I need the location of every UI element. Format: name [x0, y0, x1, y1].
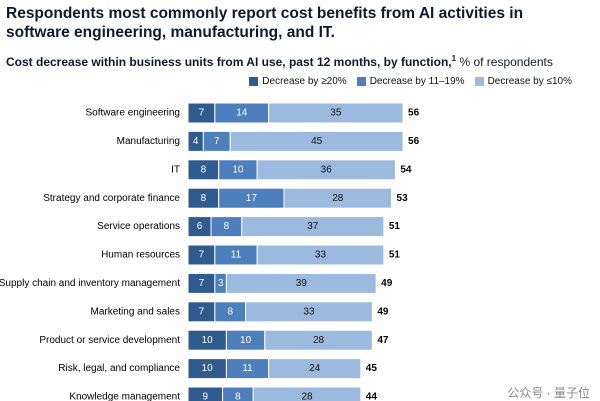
total-label: 54	[400, 164, 412, 175]
segment-label: 7	[214, 136, 220, 147]
bar-segment	[268, 102, 404, 124]
segment-label: 28	[313, 335, 325, 346]
segment-label: 8	[235, 392, 241, 401]
segment-label: 7	[199, 306, 205, 317]
legend-swatch	[249, 77, 259, 86]
subtitle-text: Cost decrease within business units from…	[6, 55, 452, 69]
segment-label: 24	[309, 363, 321, 374]
bar-segment	[268, 358, 362, 380]
segment-label: 10	[202, 363, 214, 374]
segment-label: 45	[311, 136, 323, 147]
chart-title: Respondents most commonly report cost be…	[6, 5, 524, 41]
segment-label: 7	[199, 250, 205, 261]
subtitle-unit: % of respondents	[459, 55, 553, 69]
bar-segment	[264, 329, 373, 351]
category-label: Manufacturing	[117, 136, 180, 147]
segment-label: 8	[201, 193, 207, 204]
segment-label: 8	[201, 164, 207, 175]
segment-label: 6	[197, 221, 203, 232]
legend-item: Decrease by ≤10%	[474, 76, 572, 87]
total-label: 47	[377, 335, 389, 346]
total-label: 51	[389, 221, 401, 232]
total-label: 49	[377, 306, 389, 317]
watermark: 公众号 · 量子位	[507, 385, 590, 400]
category-label: Human resources	[101, 250, 180, 261]
category-label: Product or service development	[39, 335, 180, 346]
total-label: 56	[408, 108, 420, 119]
segment-label: 39	[296, 278, 308, 289]
chart-subtitle: Cost decrease within business units from…	[6, 54, 553, 69]
footnote-marker: 1	[451, 54, 457, 63]
category-label: IT	[171, 164, 180, 175]
total-label: 53	[397, 193, 409, 204]
legend-swatch	[474, 77, 484, 86]
category-label: Risk, legal, and compliance	[58, 363, 180, 374]
segment-label: 10	[232, 164, 244, 175]
category-label: Marketing and sales	[91, 306, 181, 317]
segment-label: 33	[303, 306, 315, 317]
segment-label: 37	[307, 221, 319, 232]
segment-label: 7	[199, 108, 205, 119]
segment-label: 3	[218, 278, 224, 289]
category-label: Strategy and corporate finance	[43, 193, 180, 204]
segment-label: 4	[193, 136, 199, 147]
bar-segment	[256, 244, 385, 266]
bar-segment	[225, 272, 377, 294]
segment-label: 35	[330, 108, 342, 119]
segment-label: 10	[202, 335, 214, 346]
bar-segment	[245, 301, 373, 323]
category-label: Knowledge management	[69, 392, 180, 401]
total-label: 49	[381, 278, 393, 289]
segment-label: 7	[199, 278, 205, 289]
segment-label: 9	[202, 392, 208, 401]
segment-label: 17	[246, 193, 258, 204]
segment-label: 8	[227, 306, 233, 317]
bar-segment	[252, 386, 362, 401]
total-label: 56	[408, 136, 420, 147]
segment-label: 36	[321, 164, 333, 175]
bar-segment	[283, 187, 393, 209]
total-label: 51	[389, 250, 401, 261]
segment-label: 11	[231, 250, 242, 261]
legend-label: Decrease by ≤10%	[487, 76, 572, 87]
total-label: 45	[366, 363, 378, 374]
legend-item: Decrease by 11–19%	[356, 76, 465, 87]
legend-label: Decrease by 11–19%	[369, 76, 465, 87]
category-label: Supply chain and inventory management	[0, 278, 180, 289]
bar-segment	[256, 159, 396, 181]
legend-swatch	[356, 77, 366, 86]
segment-label: 28	[332, 193, 344, 204]
bar-segment	[229, 130, 404, 152]
category-label: Service operations	[97, 221, 180, 232]
legend: Decrease by ≥20% Decrease by 11–19% Decrea…	[249, 76, 572, 87]
legend-label: Decrease by ≥20%	[262, 76, 347, 87]
legend-item: Decrease by ≥20%	[249, 76, 347, 87]
total-label: 44	[366, 392, 378, 401]
segment-label: 33	[315, 250, 327, 261]
category-label: Software engineering	[85, 108, 180, 119]
segment-label: 14	[236, 108, 248, 119]
bar-segment	[241, 216, 385, 238]
segment-label: 8	[224, 221, 230, 232]
segment-label: 28	[301, 392, 313, 401]
segment-label: 10	[240, 335, 252, 346]
segment-label: 11	[242, 363, 253, 374]
